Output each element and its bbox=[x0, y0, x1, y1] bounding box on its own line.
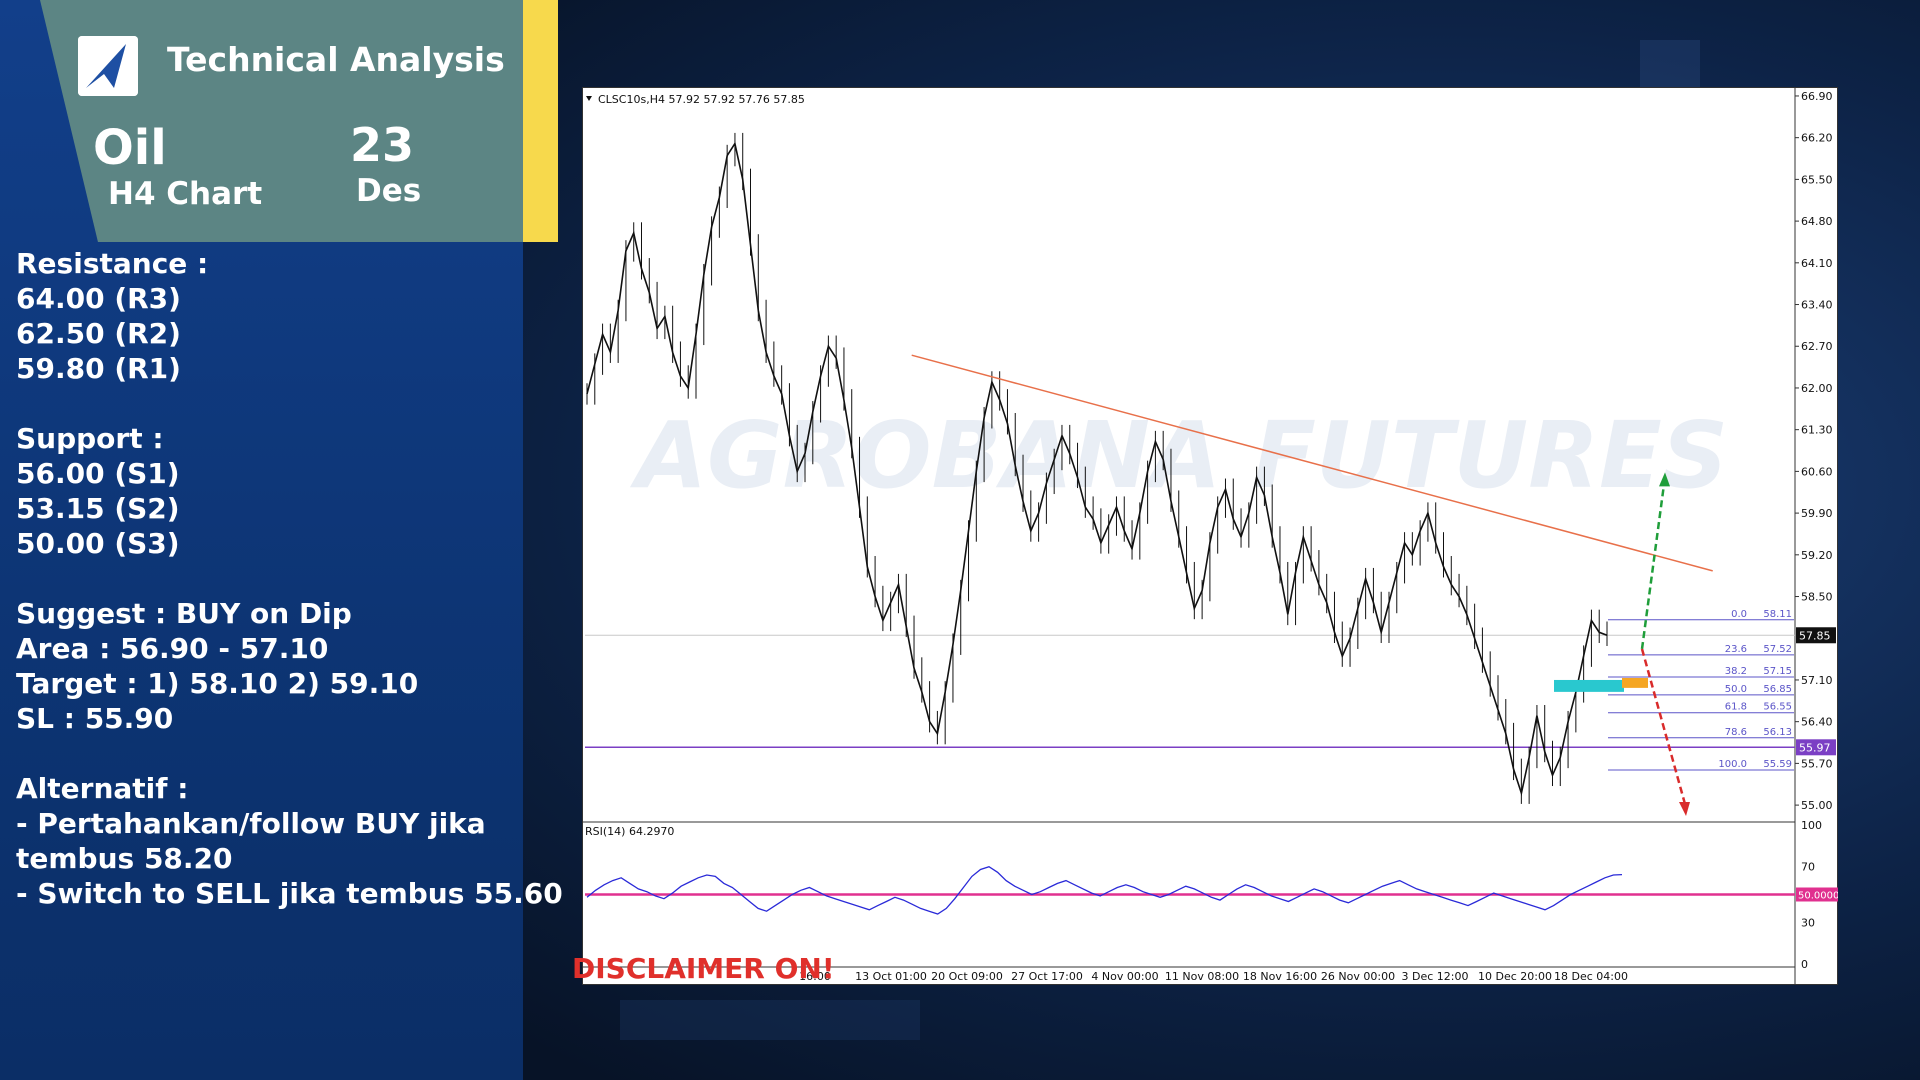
fib-label-0: 0.0 bbox=[1731, 609, 1747, 620]
x-tick-label-5: 18 Nov 16:00 bbox=[1243, 970, 1317, 983]
analysis-notes: Resistance : 64.00 (R3) 62.50 (R2) 59.80… bbox=[16, 246, 563, 911]
alternative-line-3: - Switch to SELL jika tembus 55.60 bbox=[16, 877, 563, 910]
rsi-tick-label-4: 0 bbox=[1801, 958, 1808, 971]
resistance-r3: 64.00 (R3) bbox=[16, 282, 181, 315]
y-tick-label-10: 59.90 bbox=[1801, 507, 1833, 520]
up-scenario-arrow bbox=[1640, 484, 1666, 650]
y-tick-label-0: 66.90 bbox=[1801, 90, 1833, 103]
fib-label-4: 61.8 bbox=[1725, 702, 1747, 713]
rsi-tick-label-2: 50.0000 bbox=[1798, 891, 1838, 902]
x-tick-label-7: 3 Dec 12:00 bbox=[1402, 970, 1469, 983]
support-price-label: 55.97 bbox=[1799, 741, 1831, 754]
resistance-title: Resistance : bbox=[16, 247, 209, 280]
area-line: Area : 56.90 - 57.10 bbox=[16, 632, 329, 665]
resistance-r2: 62.50 (R2) bbox=[16, 317, 181, 350]
x-tick-label-9: 18 Dec 04:00 bbox=[1554, 970, 1628, 983]
fib-value-1: 57.52 bbox=[1763, 644, 1792, 655]
rsi-tick-label-0: 100 bbox=[1801, 819, 1822, 832]
fib-value-2: 57.15 bbox=[1763, 666, 1792, 677]
buy-zone-orange bbox=[1622, 677, 1648, 688]
fib-value-0: 58.11 bbox=[1763, 609, 1792, 620]
fib-label-6: 100.0 bbox=[1718, 759, 1747, 770]
y-tick-label-18: 55.00 bbox=[1801, 799, 1833, 812]
fib-label-3: 50.0 bbox=[1725, 684, 1747, 695]
y-tick-label-14: 57.10 bbox=[1801, 674, 1833, 687]
fib-value-6: 55.59 bbox=[1763, 759, 1792, 770]
disclaimer-text: DISCLAIMER ON! bbox=[572, 952, 835, 985]
x-tick-label-4: 11 Nov 08:00 bbox=[1165, 970, 1239, 983]
target-line: Target : 1) 58.10 2) 59.10 bbox=[16, 667, 419, 700]
support-s2: 53.15 (S2) bbox=[16, 492, 180, 525]
fib-label-2: 38.2 bbox=[1725, 666, 1747, 677]
x-tick-label-3: 4 Nov 00:00 bbox=[1091, 970, 1158, 983]
fib-value-4: 56.55 bbox=[1763, 702, 1792, 713]
resistance-r1: 59.80 (R1) bbox=[16, 352, 181, 385]
stoploss-line: SL : 55.90 bbox=[16, 702, 174, 735]
y-tick-label-7: 62.00 bbox=[1801, 382, 1833, 395]
x-tick-label-1: 20 Oct 09:00 bbox=[931, 970, 1003, 983]
buy-zone-cyan bbox=[1554, 679, 1624, 692]
date-month: Des bbox=[356, 173, 422, 209]
x-tick-label-0: 13 Oct 01:00 bbox=[855, 970, 927, 983]
x-tick-label-partial: 16:00 bbox=[799, 970, 831, 983]
y-tick-label-1: 66.20 bbox=[1801, 132, 1833, 145]
fib-label-5: 78.6 bbox=[1725, 727, 1747, 738]
support-title: Support : bbox=[16, 422, 164, 455]
chart-title: CLSC10s,H4 57.92 57.92 57.76 57.85 bbox=[598, 93, 805, 106]
y-tick-label-6: 62.70 bbox=[1801, 340, 1833, 353]
header-title: Technical Analysis bbox=[167, 40, 505, 79]
fib-value-3: 56.85 bbox=[1763, 684, 1792, 695]
y-tick-label-12: 58.50 bbox=[1801, 591, 1833, 604]
y-tick-label-11: 59.20 bbox=[1801, 549, 1833, 562]
y-tick-label-9: 60.60 bbox=[1801, 465, 1833, 478]
current-price-box bbox=[1796, 627, 1836, 644]
down-arrow-head-icon bbox=[1679, 802, 1690, 817]
price-series-line bbox=[586, 141, 1608, 797]
chart-frame: AGROBANA FUTURES CLSC10s,H4 57.92 57.92 5… bbox=[582, 87, 1838, 985]
current-price-label: 57.85 bbox=[1799, 629, 1831, 642]
rsi-tick-label-3: 30 bbox=[1801, 916, 1815, 929]
x-tick-label-2: 27 Oct 17:00 bbox=[1011, 970, 1083, 983]
suggest-line: Suggest : BUY on Dip bbox=[16, 597, 352, 630]
y-tick-label-2: 65.50 bbox=[1801, 173, 1833, 186]
support-price-box bbox=[1796, 739, 1836, 756]
accent-bar bbox=[523, 0, 558, 242]
timeframe-label: H4 Chart bbox=[108, 176, 263, 212]
y-tick-label-15: 56.40 bbox=[1801, 716, 1833, 729]
support-s3: 50.00 (S3) bbox=[16, 527, 180, 560]
rsi-label: RSI(14) 64.2970 bbox=[585, 825, 674, 838]
y-tick-label-4: 64.10 bbox=[1801, 257, 1833, 270]
brand-logo-icon bbox=[78, 36, 138, 96]
down-scenario-arrow bbox=[1640, 648, 1687, 805]
alternative-line-2: tembus 58.20 bbox=[16, 842, 233, 875]
date-day: 23 bbox=[350, 118, 415, 172]
rsi-tick-label-1: 70 bbox=[1801, 861, 1815, 874]
y-tick-label-3: 64.80 bbox=[1801, 215, 1833, 228]
x-tick-label-8: 10 Dec 20:00 bbox=[1478, 970, 1552, 983]
asset-name: Oil bbox=[93, 120, 167, 176]
rsi-mid-box bbox=[1796, 887, 1838, 902]
support-s1: 56.00 (S1) bbox=[16, 457, 180, 490]
y-tick-label-17: 55.70 bbox=[1801, 757, 1833, 770]
y-tick-label-5: 63.40 bbox=[1801, 299, 1833, 312]
fib-label-1: 23.6 bbox=[1725, 644, 1747, 655]
x-tick-label-6: 26 Nov 00:00 bbox=[1321, 970, 1395, 983]
y-tick-label-8: 61.30 bbox=[1801, 424, 1833, 437]
up-arrow-head-icon bbox=[1659, 472, 1670, 487]
fib-value-5: 56.13 bbox=[1763, 727, 1792, 738]
rsi-line bbox=[586, 865, 1623, 915]
title-dropdown-icon bbox=[586, 96, 592, 101]
alternative-line-1: - Pertahankan/follow BUY jika bbox=[16, 807, 486, 840]
alternative-title: Alternatif : bbox=[16, 772, 189, 805]
resistance-trendline bbox=[911, 354, 1713, 572]
